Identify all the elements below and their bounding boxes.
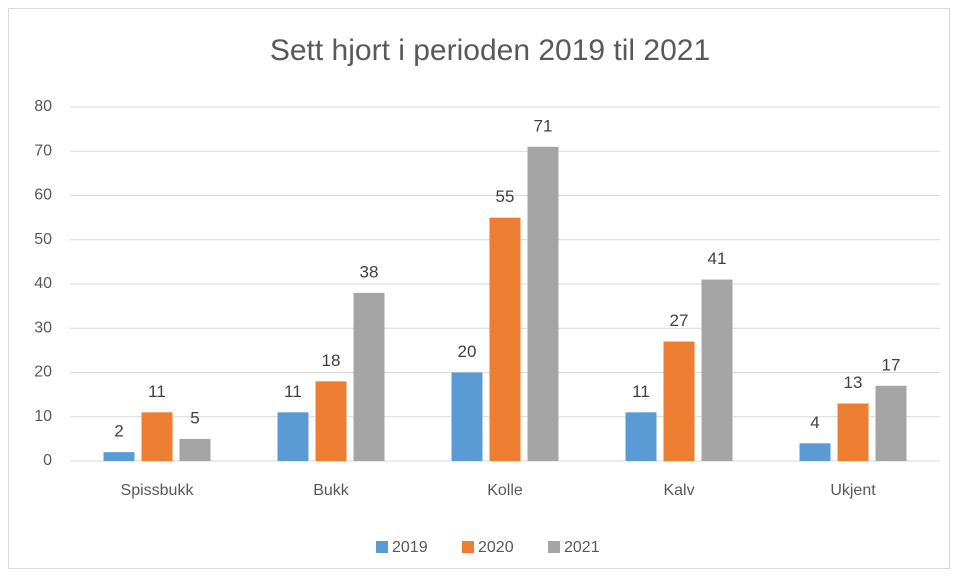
y-tick-label: 80: [34, 98, 52, 115]
data-label: 38: [360, 262, 379, 281]
bar: [663, 341, 695, 461]
bar: [701, 279, 733, 461]
data-label: 17: [882, 355, 901, 374]
bar: [837, 403, 869, 461]
chart-border: [8, 8, 950, 569]
data-label: 11: [148, 382, 166, 401]
legend-label: 2019: [392, 539, 428, 556]
legend-label: 2020: [478, 539, 514, 556]
bar: [353, 292, 385, 461]
bar: [625, 412, 657, 461]
data-label: 2: [114, 422, 123, 441]
bar: [277, 412, 309, 461]
legend-label: 2021: [564, 539, 600, 556]
data-label: 18: [322, 351, 341, 370]
data-label: 27: [670, 311, 689, 330]
legend-swatch: [462, 541, 474, 553]
data-label: 55: [496, 187, 515, 206]
y-tick-label: 50: [34, 231, 52, 248]
bar: [875, 385, 907, 461]
data-label: 71: [534, 116, 553, 135]
y-tick-label: 0: [43, 452, 52, 469]
bar: [527, 146, 559, 461]
x-tick-label: Kolle: [487, 482, 523, 499]
bar: [141, 412, 173, 461]
data-label: 20: [458, 342, 477, 361]
data-label: 5: [190, 408, 199, 427]
bar: [451, 372, 483, 461]
data-label: 11: [632, 382, 650, 401]
bar: [179, 438, 211, 461]
y-tick-label: 60: [34, 187, 52, 204]
y-tick-label: 20: [34, 364, 52, 381]
bar: [315, 381, 347, 461]
y-tick-label: 30: [34, 319, 52, 336]
data-label: 41: [708, 249, 727, 268]
legend-swatch: [548, 541, 560, 553]
y-tick-label: 40: [34, 275, 52, 292]
bar: [799, 443, 831, 461]
data-label: 11: [284, 382, 302, 401]
bar: [489, 217, 521, 461]
x-tick-label: Bukk: [313, 482, 350, 499]
chart-title: Sett hjort i perioden 2019 til 2021: [270, 34, 710, 67]
x-tick-label: Ukjent: [830, 482, 876, 499]
x-tick-label: Kalv: [663, 482, 694, 499]
y-tick-label: 10: [34, 408, 52, 425]
data-label: 13: [844, 373, 863, 392]
bar: [103, 452, 135, 461]
data-label: 4: [810, 413, 819, 432]
legend-swatch: [376, 541, 388, 553]
x-tick-label: Spissbukk: [121, 482, 195, 499]
y-tick-label: 70: [34, 142, 52, 159]
